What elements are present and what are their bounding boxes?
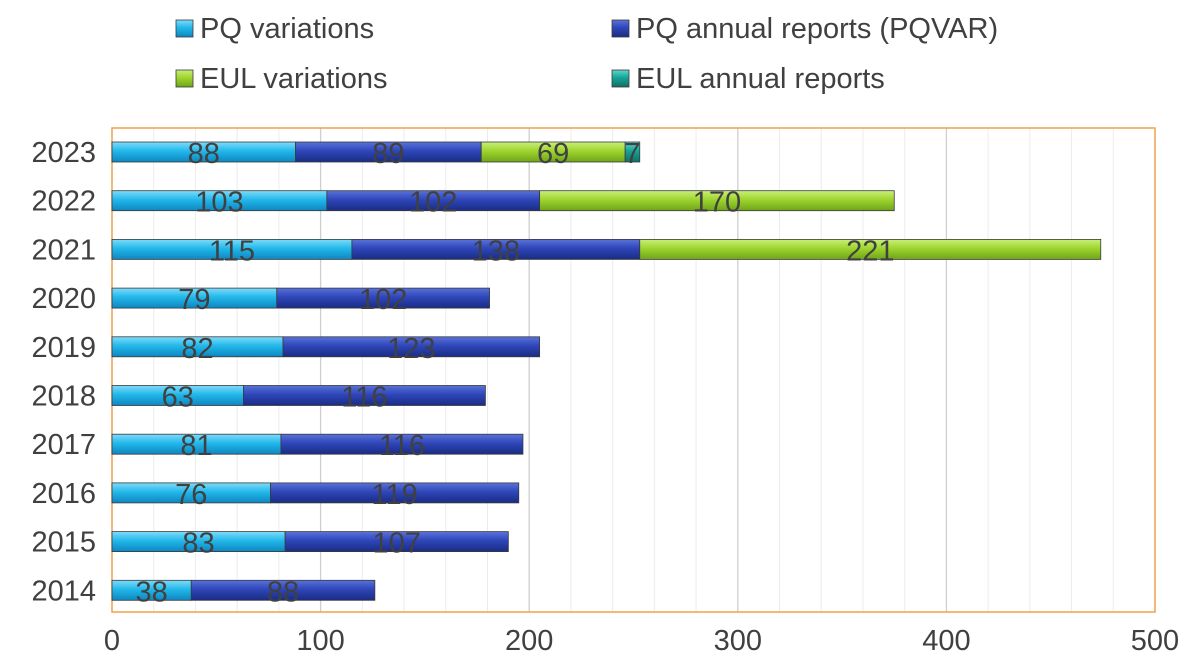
data-label: 89 xyxy=(372,138,404,170)
bar-pq-annual-reports-pqvar xyxy=(276,287,490,309)
data-label: 63 xyxy=(162,382,194,414)
y-tick-label: 2019 xyxy=(31,332,96,364)
y-tick-label: 2022 xyxy=(31,186,96,218)
x-tick-label: 0 xyxy=(104,625,120,657)
bar-eul-annual-reports xyxy=(624,141,641,163)
plot-area-border xyxy=(111,127,1156,613)
legend-swatch xyxy=(611,19,630,38)
data-label: 102 xyxy=(409,187,457,219)
chart-data-labels: 88 89 69 7 103 102 170 115 138 221 79 102 82 123 63 116… xyxy=(136,138,895,608)
bar-pq-annual-reports-pqvar xyxy=(243,385,486,406)
legend-swatch xyxy=(611,69,630,88)
bar-eul-variations xyxy=(539,190,895,212)
chart-bars xyxy=(111,141,1102,601)
data-label: 82 xyxy=(181,333,213,365)
legend-item-eul-variations: EUL variations xyxy=(175,63,388,95)
data-label: 116 xyxy=(341,382,387,414)
data-label: 88 xyxy=(267,576,299,608)
legend-item-pq-variations: PQ variations xyxy=(175,13,374,45)
legend-item-pq-annual-reports-pqvar: PQ annual reports (PQVAR) xyxy=(611,13,998,45)
x-tick-label: 200 xyxy=(505,625,553,657)
bar-eul-variations xyxy=(639,238,1102,260)
legend-swatch xyxy=(175,19,194,38)
bar-pq-annual-reports-pqvar xyxy=(190,579,376,601)
y-tick-label: 2018 xyxy=(31,381,96,413)
data-label: 170 xyxy=(693,187,741,219)
x-axis: 0 100 200 300 400 500 xyxy=(104,625,1179,657)
y-axis: 2023 2022 2021 2020 2019 2018 2017 2016 2015 2014 xyxy=(31,137,96,607)
data-label: 102 xyxy=(359,284,407,316)
legend-label: PQ variations xyxy=(200,13,374,45)
x-tick-label: 500 xyxy=(1131,625,1179,657)
bar-pq-annual-reports-pqvar xyxy=(270,482,520,504)
data-label: 107 xyxy=(373,528,421,560)
chart-legend: PQ variations PQ annual reports (PQVAR) EU… xyxy=(175,13,998,95)
x-tick-label: 400 xyxy=(922,625,970,657)
legend-label: PQ annual reports (PQVAR) xyxy=(636,13,998,45)
data-label: 103 xyxy=(195,187,243,219)
y-tick-label: 2021 xyxy=(31,234,96,266)
data-label: 221 xyxy=(846,235,894,267)
y-tick-label: 2017 xyxy=(31,429,96,461)
data-label: 38 xyxy=(136,576,168,608)
data-label: 115 xyxy=(209,235,255,267)
data-label: 7 xyxy=(624,138,640,170)
data-label: 83 xyxy=(182,528,214,560)
data-label: 138 xyxy=(472,235,520,267)
y-tick-label: 2016 xyxy=(31,478,96,510)
data-label: 79 xyxy=(178,284,210,316)
bar-pq-annual-reports-pqvar xyxy=(282,336,541,358)
legend-label: EUL annual reports xyxy=(636,63,885,95)
data-label: 116 xyxy=(379,430,425,462)
y-tick-label: 2023 xyxy=(31,137,96,169)
legend-item-eul-annual-reports: EUL annual reports xyxy=(611,63,885,95)
legend-label: EUL variations xyxy=(200,63,388,95)
data-label: 69 xyxy=(537,138,569,170)
bar-pq-annual-reports-pqvar xyxy=(284,531,509,552)
legend-swatch xyxy=(175,69,194,88)
x-tick-label: 100 xyxy=(296,625,344,657)
y-tick-label: 2020 xyxy=(31,283,96,315)
y-tick-label: 2014 xyxy=(31,575,96,607)
data-label: 119 xyxy=(372,479,418,511)
bar-pq-annual-reports-pqvar xyxy=(280,433,524,455)
x-tick-label: 300 xyxy=(714,625,762,657)
data-label: 76 xyxy=(175,479,207,511)
data-label: 123 xyxy=(387,333,435,365)
data-label: 81 xyxy=(180,430,212,462)
y-tick-label: 2015 xyxy=(31,527,96,559)
data-label: 88 xyxy=(188,138,220,170)
